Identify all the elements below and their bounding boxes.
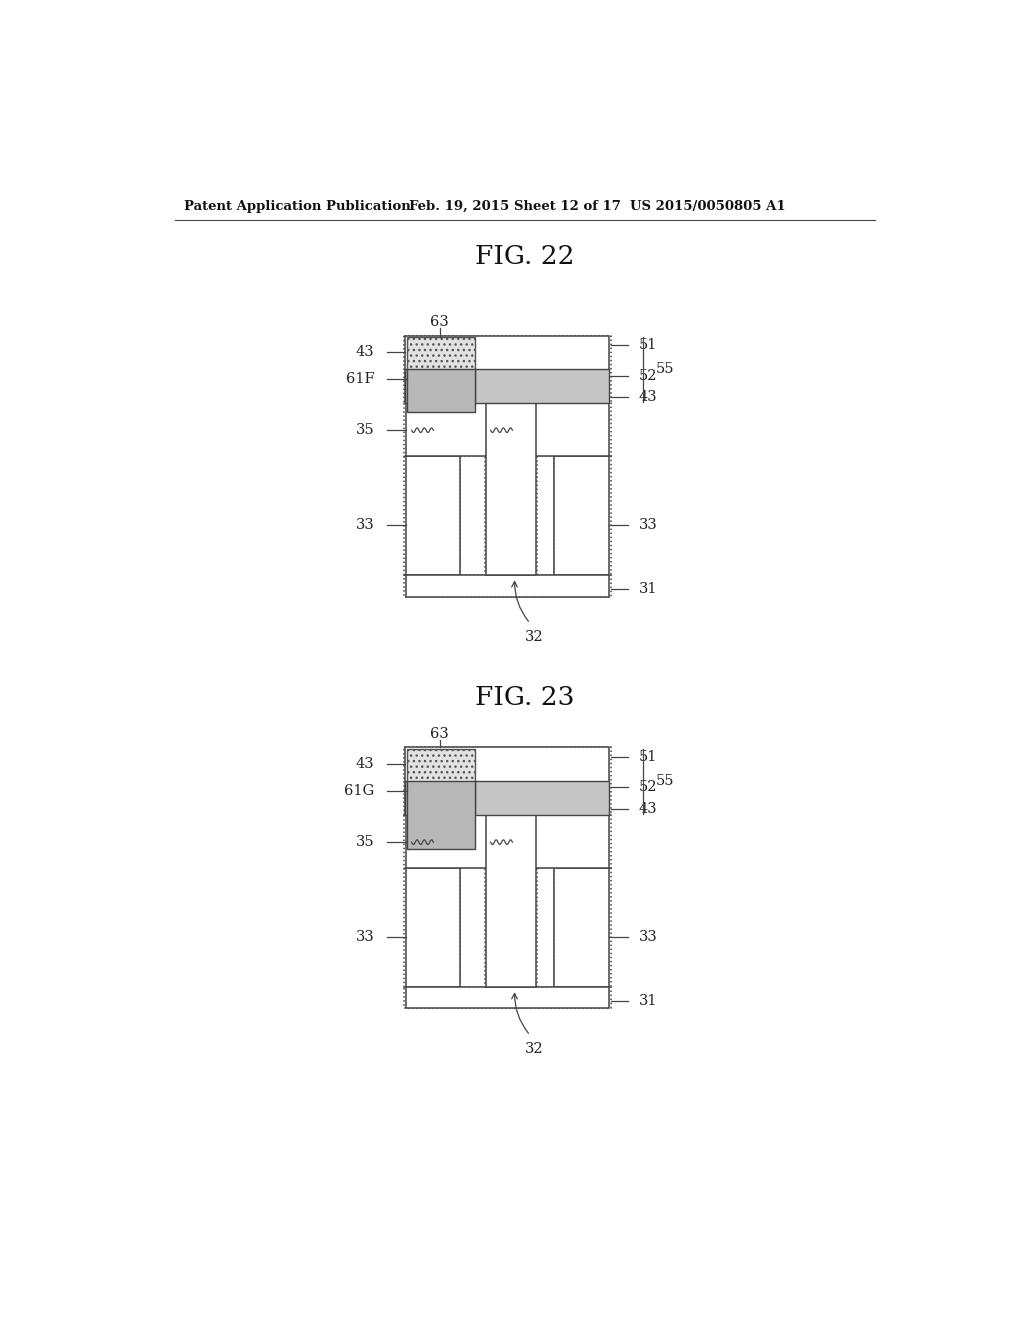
Bar	[407, 748, 475, 813]
Bar	[406, 747, 609, 816]
Text: 31: 31	[639, 582, 657, 595]
Text: 43: 43	[639, 391, 657, 404]
Text: 31: 31	[639, 994, 657, 1007]
Text: FIG. 23: FIG. 23	[475, 685, 574, 710]
Bar	[403, 576, 611, 597]
Text: 51: 51	[639, 338, 657, 351]
Bar	[403, 455, 461, 576]
Bar	[406, 335, 609, 404]
Bar	[407, 337, 475, 401]
Bar	[486, 404, 536, 576]
Bar	[407, 455, 461, 576]
Text: 32: 32	[524, 1043, 544, 1056]
Text: Patent Application Publication: Patent Application Publication	[183, 199, 411, 213]
Bar	[484, 404, 538, 576]
Text: 43: 43	[355, 346, 375, 359]
Bar	[407, 404, 608, 455]
Bar	[554, 455, 608, 576]
Text: 63: 63	[430, 314, 449, 329]
Text: 32: 32	[524, 631, 544, 644]
Bar	[407, 987, 608, 1008]
Bar	[403, 335, 611, 404]
Text: 63: 63	[430, 726, 449, 741]
Text: Sheet 12 of 17: Sheet 12 of 17	[514, 199, 621, 213]
Text: US 2015/0050805 A1: US 2015/0050805 A1	[630, 199, 785, 213]
Bar	[403, 747, 611, 816]
Text: 55: 55	[655, 363, 674, 376]
Text: 61F: 61F	[346, 372, 375, 387]
Text: 55: 55	[655, 775, 674, 788]
Text: 51: 51	[639, 750, 657, 764]
Bar	[406, 370, 609, 404]
Bar	[407, 370, 475, 412]
Text: FIG. 22: FIG. 22	[475, 244, 574, 269]
Text: 61G: 61G	[344, 784, 375, 799]
Bar	[403, 404, 611, 455]
Bar	[403, 987, 611, 1008]
Bar	[484, 816, 538, 987]
Text: 33: 33	[355, 517, 375, 532]
Bar	[406, 781, 609, 816]
Bar	[554, 867, 611, 987]
Text: 33: 33	[639, 517, 657, 532]
Bar	[486, 816, 536, 987]
Text: 52: 52	[639, 780, 657, 795]
Text: 43: 43	[639, 803, 657, 816]
Bar	[407, 867, 461, 987]
Bar	[554, 867, 608, 987]
Bar	[403, 816, 611, 867]
Bar	[407, 816, 608, 867]
Bar	[407, 576, 608, 597]
Text: 33: 33	[639, 929, 657, 944]
Text: 43: 43	[355, 758, 375, 771]
Text: 33: 33	[355, 929, 375, 944]
Text: Feb. 19, 2015: Feb. 19, 2015	[409, 199, 509, 213]
Text: 52: 52	[639, 368, 657, 383]
Text: 35: 35	[355, 424, 375, 437]
Text: 35: 35	[355, 836, 375, 849]
Bar	[554, 455, 611, 576]
Bar	[403, 867, 461, 987]
Bar	[407, 781, 475, 849]
